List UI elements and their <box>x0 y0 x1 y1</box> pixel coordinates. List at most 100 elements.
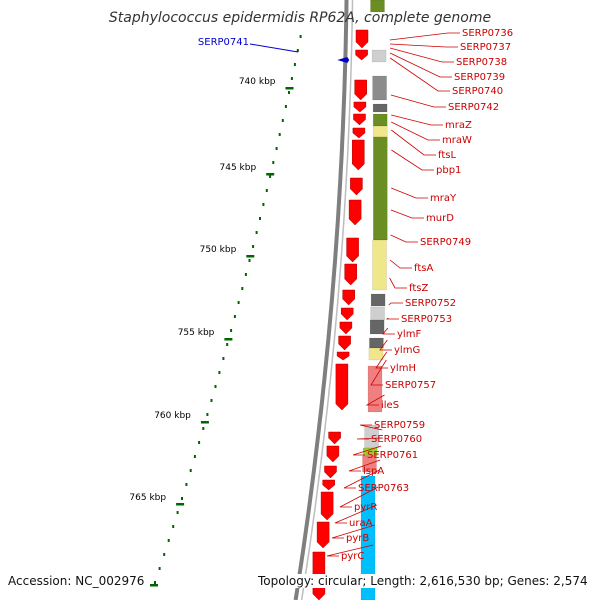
backbone-line <box>293 0 349 600</box>
cds-arrow <box>346 237 359 263</box>
gene-leader-line <box>339 486 379 508</box>
scale-dot <box>181 497 183 500</box>
cds-arrow <box>350 177 363 196</box>
scale-dot <box>189 469 192 472</box>
cds-arrow <box>340 307 354 321</box>
scale-dot <box>288 91 290 94</box>
scale-dot <box>214 385 217 388</box>
scale-tick <box>224 338 233 341</box>
gene-leader-line <box>326 544 374 557</box>
scale-tick <box>285 87 294 90</box>
tick-layer: 740 kbp 745 kbp 750 kbp 755 kbp 760 kbp 765 k… <box>123 35 302 587</box>
scale-dot <box>210 399 213 402</box>
scale-dot <box>158 567 161 570</box>
scale-dot <box>230 329 233 332</box>
gene-label: ftsZ <box>409 283 428 294</box>
cog-block <box>373 136 388 241</box>
scale-dot <box>296 49 299 52</box>
gene-label: ylmH <box>390 363 416 374</box>
gene-leader-line <box>391 187 428 199</box>
gene-label: SERP0752 <box>405 298 456 309</box>
cds-arrow <box>335 363 349 411</box>
gene-label: pyrR <box>354 502 377 513</box>
gene-label: mraW <box>442 135 472 146</box>
serp0741-marker <box>337 57 350 63</box>
cds-arrow <box>355 29 369 49</box>
gene-leader-line <box>365 394 385 406</box>
scale-dot <box>167 539 170 542</box>
scale-dot <box>272 161 275 164</box>
gene-label: mraY <box>430 193 457 204</box>
cds-arrow <box>342 289 355 306</box>
cog-block <box>372 75 387 101</box>
cds-arrow <box>320 491 334 521</box>
cds-arrow <box>352 139 365 171</box>
scale-dot <box>176 511 179 514</box>
cog-block <box>367 365 383 413</box>
gene-label: ylmG <box>394 345 420 356</box>
scale-tick <box>200 421 209 424</box>
scale-dot <box>290 77 293 80</box>
accession-text: Accession: NC_002976 <box>6 574 147 588</box>
gene-label: SERP0736 <box>462 28 513 39</box>
cds-arrow <box>353 113 366 126</box>
scale-tick <box>246 255 255 258</box>
gene-leader-line <box>390 209 424 219</box>
gene-label: ylmF <box>397 329 421 340</box>
gene-leader-line <box>385 317 399 320</box>
gene-label: mraZ <box>445 120 472 131</box>
scale-dot <box>262 203 265 206</box>
gene-label: uraA <box>349 518 373 529</box>
gene-label: SERP0740 <box>452 86 503 97</box>
scale-dot <box>278 133 281 136</box>
serp0741-leader <box>249 43 299 53</box>
cds-arrow <box>328 431 341 445</box>
cds-arrow <box>353 101 367 113</box>
gene-leader-line <box>391 121 440 141</box>
gene-leader-line <box>389 32 460 41</box>
scale-tick <box>150 584 158 587</box>
scale-dot <box>244 273 247 276</box>
scale-dot <box>154 581 156 584</box>
gene-label: ileS <box>381 400 399 411</box>
gene-leader-line <box>352 445 382 456</box>
features-layer <box>312 0 388 600</box>
cds-arrow <box>324 465 337 479</box>
scale-dot <box>252 245 255 248</box>
gene-leader-line <box>379 339 392 351</box>
scale-dot <box>163 553 166 556</box>
gene-leader-line <box>391 129 436 156</box>
cds-arrow <box>344 263 357 286</box>
cds-arrow <box>352 127 366 139</box>
scale-dot <box>193 455 196 458</box>
gene-leader-line <box>389 259 412 269</box>
gene-label: murD <box>426 213 454 224</box>
cog-block <box>371 49 387 63</box>
map-title: Staphylococcus epidermidis RP62A, comple… <box>108 10 492 26</box>
gene-label: pyrC <box>341 551 364 562</box>
scale-label: 760 kbp <box>154 411 191 421</box>
scale-dot <box>284 105 287 108</box>
gene-leader-line <box>331 524 376 539</box>
cds-arrow <box>326 445 340 463</box>
cds-arrow <box>322 479 335 491</box>
scale-dot <box>255 231 258 234</box>
gene-leader-line <box>390 94 446 108</box>
gene-leader-line <box>359 424 383 431</box>
scale-dot <box>206 413 209 416</box>
scale-label: 765 kbp <box>129 493 166 503</box>
scale-label: 740 kbp <box>239 77 276 87</box>
topology-text: Topology: circular; Length: 2,616,530 bp… <box>256 574 590 588</box>
scale-dot <box>299 35 302 38</box>
gene-label: SERP0759 <box>374 420 425 431</box>
gene-leader-line <box>389 43 458 48</box>
gene-leader-line <box>389 277 407 289</box>
gene-leader-line <box>370 359 387 386</box>
scale-dot <box>241 287 244 290</box>
scale-label: 745 kbp <box>220 163 257 173</box>
cog-block <box>370 293 386 307</box>
scale-dot <box>269 175 272 178</box>
gene-label: SERP0761 <box>367 450 418 461</box>
gene-leader-line <box>391 149 434 171</box>
cds-arrow <box>355 49 368 61</box>
